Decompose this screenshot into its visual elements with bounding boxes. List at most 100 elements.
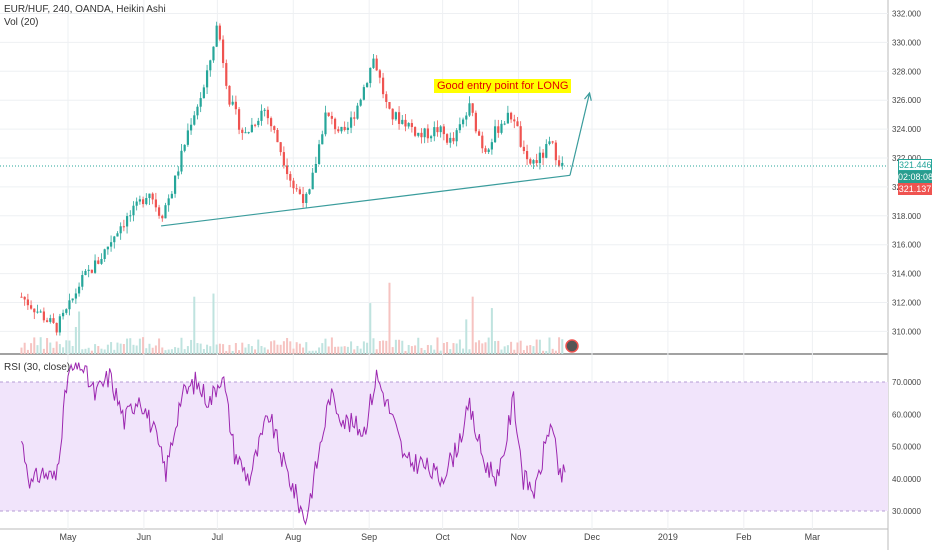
candle-body [231,101,234,105]
volume-bar [68,340,71,354]
symbol-legend[interactable]: EUR/HUF, 240, OANDA, Heikin Ashi [4,4,166,15]
volume-bar [94,344,97,354]
candle-body [122,226,125,228]
volume-bar [465,319,468,354]
candle-body [173,175,177,194]
volume-bar [516,342,519,354]
volume-bar [132,344,135,354]
volume-bar [359,348,362,354]
price-tick-label: 330.000 [892,38,921,47]
candle-body [327,112,330,116]
candle-body [436,127,439,133]
candle-body [167,198,170,206]
volume-bar [305,342,308,354]
volume-bar [423,350,426,354]
candle-body [509,112,513,120]
volume-bar [548,337,551,354]
volume-bar [449,349,452,354]
volume-bar [71,345,74,354]
candle-body [417,132,420,136]
candle-body [97,260,100,264]
candle-body [113,236,116,243]
volume-bar [138,338,141,354]
candle-body [455,130,458,142]
volume-bar [164,350,167,354]
volume-bar [254,349,257,354]
candle-body [394,112,397,120]
candle-body [449,137,452,143]
volume-bar [126,338,129,354]
candle-body [337,129,340,132]
candle-body [52,318,55,323]
candle-body [346,127,349,131]
volume-legend[interactable]: Vol (20) [4,17,39,28]
candle-body [429,136,433,139]
rsi-legend[interactable]: RSI (30, close) [4,362,71,373]
candle-body [468,103,471,116]
candle-body [273,126,276,131]
candle-body [157,207,161,216]
candle-body [343,126,346,131]
candle-body [138,199,141,202]
price-candles [20,21,564,336]
candle-body [100,259,103,264]
volume-bars [20,282,564,354]
candle-body [119,226,122,234]
volume-bar [526,345,529,354]
candle-body [154,199,157,208]
volume-bar [250,346,253,354]
volume-bar [302,347,305,354]
candle-body [324,112,327,135]
candle-body [269,118,273,127]
time-tick-label: Feb [736,532,752,542]
volume-bar [270,341,273,354]
time-tick-label: Oct [436,532,451,542]
volume-bar [202,349,205,354]
volume-bar [42,348,45,354]
candle-body [557,160,561,166]
candle-body [225,63,228,86]
candle-body [353,117,356,119]
candle-body [58,316,61,333]
candle-body [148,193,151,199]
volume-bar [324,338,327,354]
volume-bar [276,344,279,354]
volume-bar [330,337,333,354]
volume-bar [561,339,564,354]
volume-bar [273,340,276,354]
price-tick-label: 332.000 [892,10,921,19]
volume-bar [100,348,103,354]
volume-bar [308,350,311,354]
volume-bar [39,337,42,354]
volume-bar [346,346,349,354]
candle-body [39,311,42,313]
candle-body [253,124,257,126]
candle-body [330,115,333,119]
volume-bar [244,347,247,354]
volume-bar [142,337,145,354]
volume-bar [554,350,557,354]
entry-annotation[interactable]: Good entry point for LONG [434,79,572,93]
volume-bar [190,339,193,354]
volume-bar [158,338,161,354]
volume-bar [542,350,545,354]
candle-body [298,189,301,195]
candle-body [282,152,285,166]
candle-body [359,99,362,106]
candle-body [87,269,90,271]
volume-bar [433,349,436,354]
volume-bar [33,337,36,354]
volume-bar [174,347,177,354]
candle-body [71,298,74,301]
candle-body [321,134,324,145]
volume-bar [510,341,513,354]
volume-bar [286,337,289,354]
candle-body [519,126,522,147]
rsi-tick-label: 30.0000 [892,507,921,516]
time-tick-label: Sep [361,532,377,542]
candle-body [461,119,465,125]
candle-body [535,160,538,164]
volume-bar [404,350,407,354]
volume-bar [58,344,61,354]
